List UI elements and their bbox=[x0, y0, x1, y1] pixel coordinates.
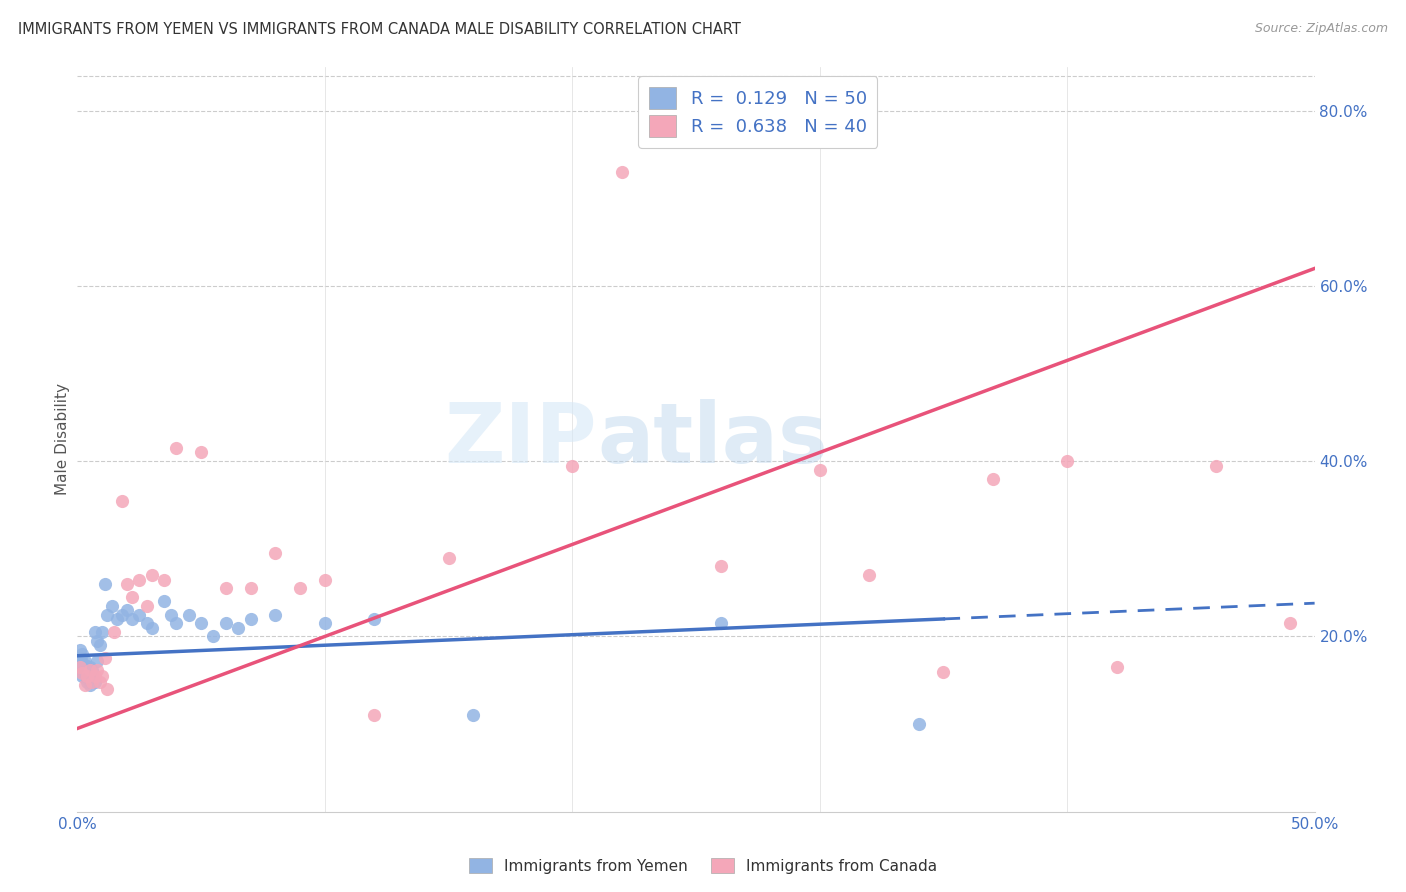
Point bbox=[111, 493, 134, 508]
Point bbox=[710, 616, 733, 631]
Point bbox=[215, 616, 238, 631]
Point bbox=[83, 669, 105, 683]
Point bbox=[363, 708, 385, 723]
Point bbox=[82, 669, 104, 683]
Point bbox=[72, 666, 94, 681]
Point bbox=[141, 621, 163, 635]
Point bbox=[103, 625, 125, 640]
Text: ZIP: ZIP bbox=[444, 399, 598, 480]
Point bbox=[69, 660, 91, 674]
Point bbox=[69, 660, 91, 674]
Point bbox=[239, 612, 262, 626]
Point bbox=[858, 568, 880, 582]
Text: atlas: atlas bbox=[598, 399, 828, 480]
Point bbox=[73, 678, 96, 692]
Point bbox=[91, 669, 114, 683]
Point bbox=[93, 651, 115, 665]
Point bbox=[128, 573, 150, 587]
Point bbox=[79, 665, 101, 679]
Text: IMMIGRANTS FROM YEMEN VS IMMIGRANTS FROM CANADA MALE DISABILITY CORRELATION CHAR: IMMIGRANTS FROM YEMEN VS IMMIGRANTS FROM… bbox=[18, 22, 741, 37]
Point bbox=[610, 165, 633, 179]
Point bbox=[105, 612, 128, 626]
Point bbox=[463, 708, 485, 723]
Point bbox=[73, 657, 96, 672]
Point bbox=[91, 625, 114, 640]
Point bbox=[226, 621, 249, 635]
Point bbox=[89, 675, 111, 690]
Point bbox=[141, 568, 163, 582]
Point bbox=[215, 582, 238, 596]
Point bbox=[264, 546, 287, 560]
Point bbox=[177, 607, 200, 622]
Point bbox=[89, 638, 111, 652]
Point bbox=[314, 573, 336, 587]
Point bbox=[981, 472, 1004, 486]
Point bbox=[93, 577, 115, 591]
Point bbox=[72, 665, 94, 679]
Point bbox=[932, 665, 955, 679]
Point bbox=[82, 675, 104, 690]
Point bbox=[86, 663, 108, 677]
Point bbox=[710, 559, 733, 574]
Point bbox=[73, 663, 96, 677]
Point bbox=[72, 656, 94, 670]
Point bbox=[135, 599, 157, 613]
Legend: Immigrants from Yemen, Immigrants from Canada: Immigrants from Yemen, Immigrants from C… bbox=[463, 852, 943, 880]
Y-axis label: Male Disability: Male Disability bbox=[55, 384, 70, 495]
Point bbox=[69, 651, 91, 665]
Point bbox=[72, 647, 94, 661]
Point bbox=[160, 607, 183, 622]
Legend: R =  0.129   N = 50, R =  0.638   N = 40: R = 0.129 N = 50, R = 0.638 N = 40 bbox=[638, 76, 877, 148]
Point bbox=[115, 577, 138, 591]
Point bbox=[153, 594, 176, 608]
Point bbox=[121, 612, 143, 626]
Point bbox=[86, 654, 108, 668]
Point bbox=[288, 582, 311, 596]
Point bbox=[83, 625, 105, 640]
Point bbox=[202, 630, 225, 644]
Point bbox=[153, 573, 176, 587]
Point bbox=[1105, 660, 1128, 674]
Point bbox=[121, 590, 143, 604]
Point bbox=[239, 582, 262, 596]
Point bbox=[83, 675, 105, 690]
Point bbox=[314, 616, 336, 631]
Point bbox=[363, 612, 385, 626]
Point bbox=[561, 458, 583, 473]
Point bbox=[69, 642, 91, 657]
Point bbox=[115, 603, 138, 617]
Point bbox=[101, 599, 124, 613]
Point bbox=[165, 616, 187, 631]
Point bbox=[165, 441, 187, 455]
Point bbox=[79, 660, 101, 674]
Point bbox=[264, 607, 287, 622]
Point bbox=[96, 607, 118, 622]
Point bbox=[907, 717, 929, 731]
Point bbox=[190, 616, 212, 631]
Point bbox=[86, 633, 108, 648]
Point bbox=[72, 669, 94, 683]
Point bbox=[808, 463, 831, 477]
Point bbox=[79, 663, 101, 677]
Point bbox=[1205, 458, 1227, 473]
Point bbox=[1278, 616, 1301, 631]
Point bbox=[190, 445, 212, 459]
Point bbox=[76, 672, 98, 686]
Text: Source: ZipAtlas.com: Source: ZipAtlas.com bbox=[1254, 22, 1388, 36]
Point bbox=[73, 654, 96, 668]
Point bbox=[128, 607, 150, 622]
Point bbox=[135, 616, 157, 631]
Point bbox=[82, 663, 104, 677]
Point bbox=[76, 669, 98, 683]
Point bbox=[111, 607, 134, 622]
Point bbox=[73, 666, 96, 681]
Point bbox=[76, 675, 98, 690]
Point bbox=[76, 669, 98, 683]
Point bbox=[96, 681, 118, 696]
Point bbox=[79, 678, 101, 692]
Point bbox=[437, 550, 460, 565]
Point bbox=[1056, 454, 1078, 468]
